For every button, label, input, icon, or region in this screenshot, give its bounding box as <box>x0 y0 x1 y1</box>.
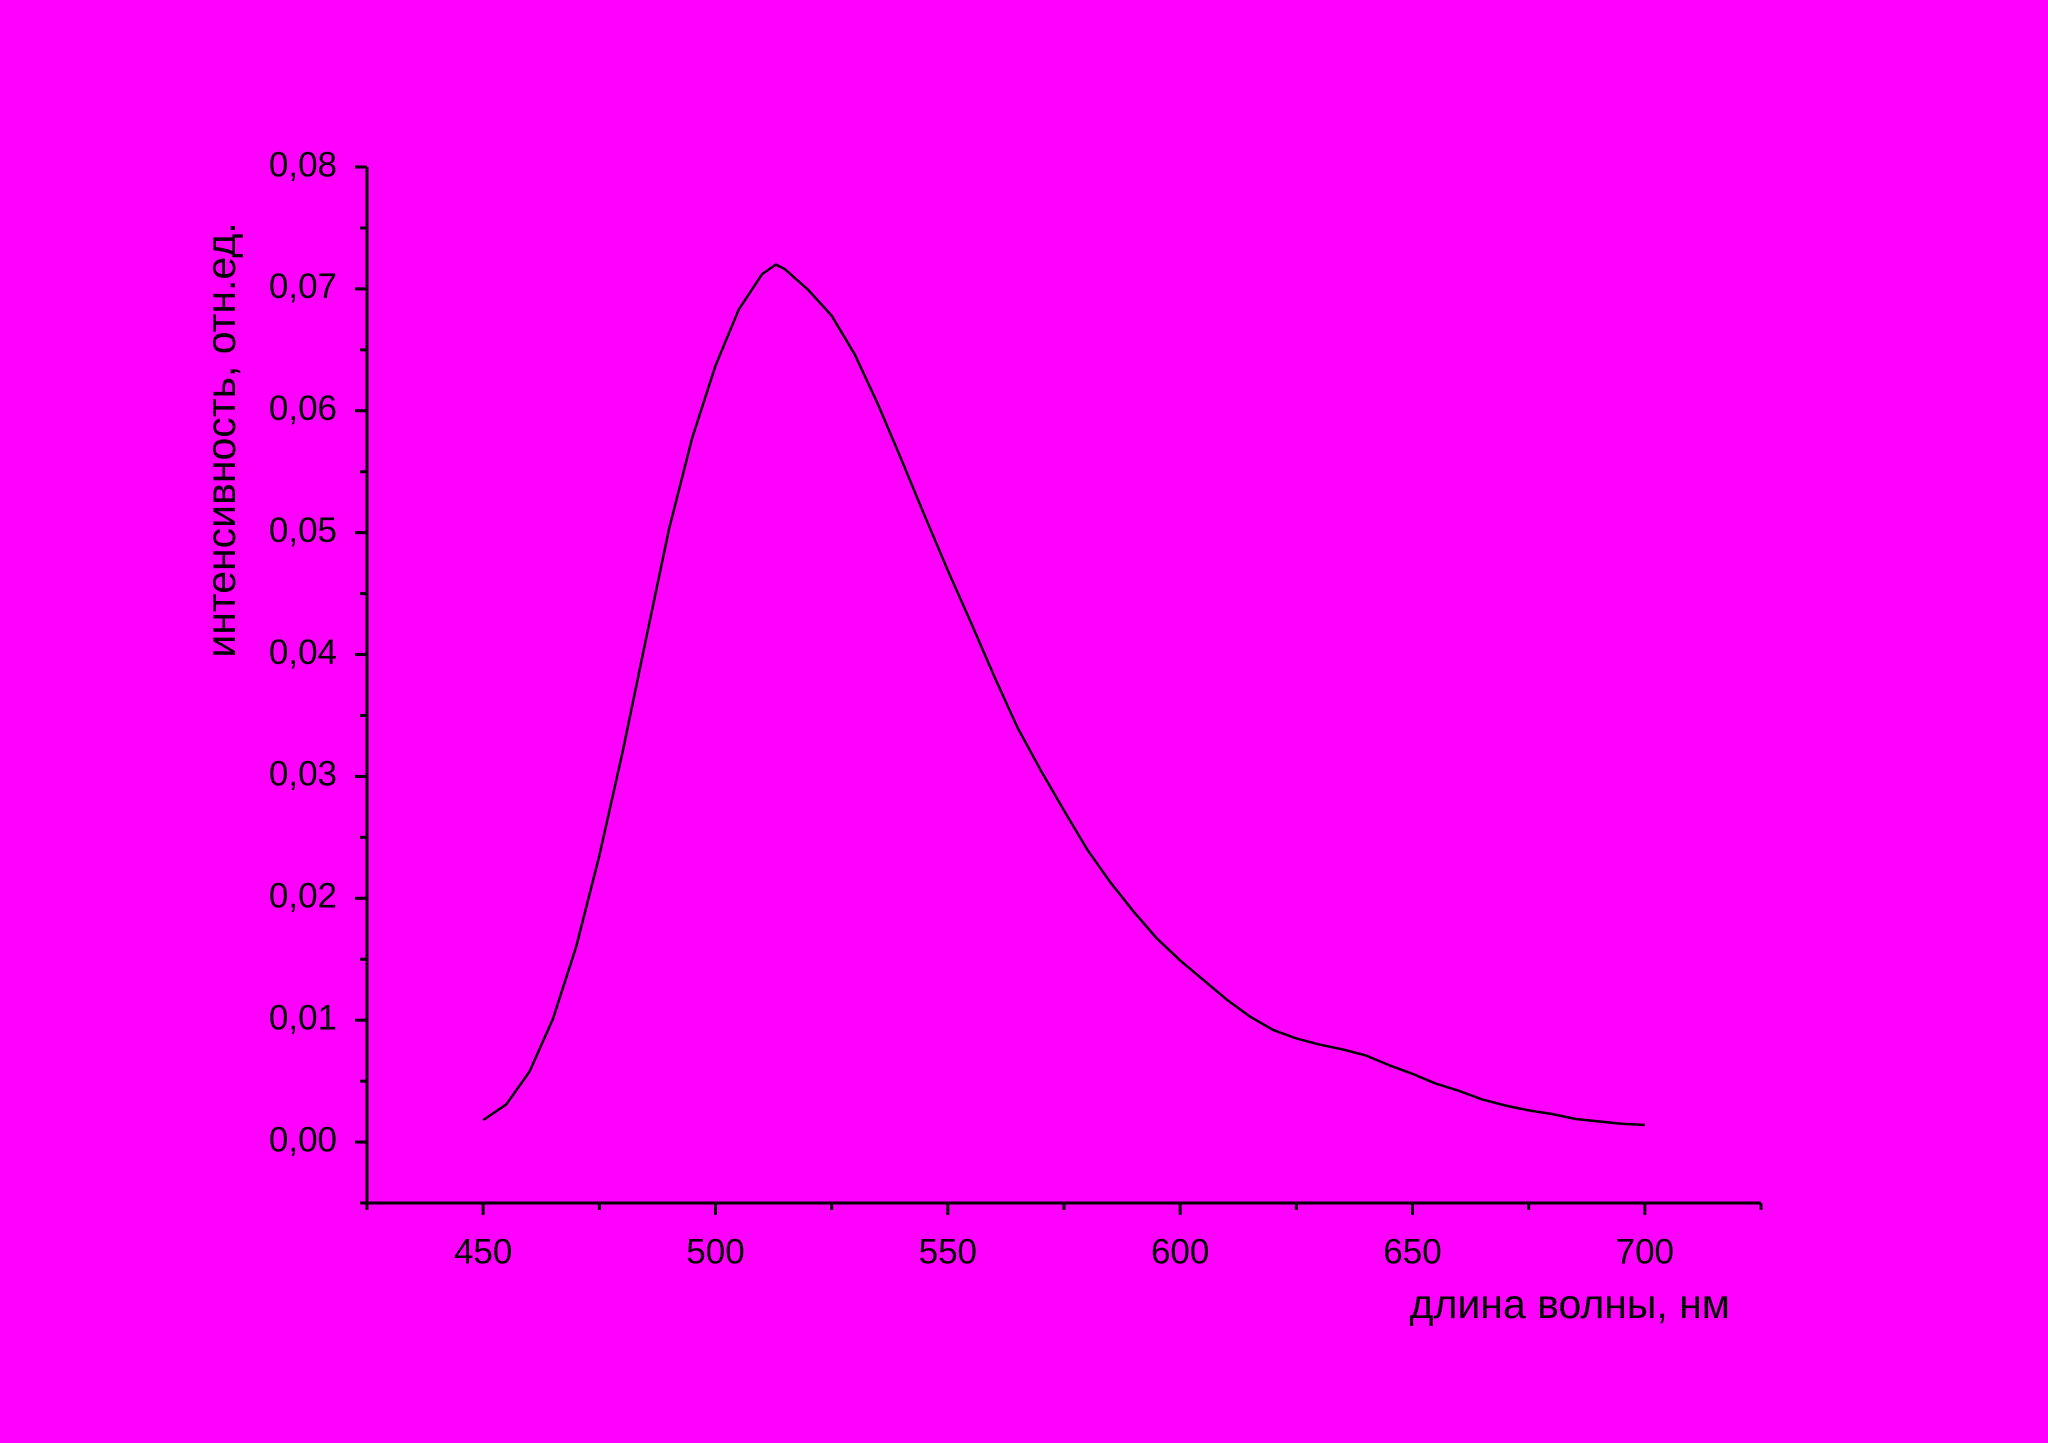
x-tick-label: 450 <box>454 1232 512 1271</box>
y-tick-label: 0,02 <box>269 877 337 916</box>
y-tick-label: 0,08 <box>269 145 337 184</box>
y-tick-label: 0,07 <box>269 267 337 306</box>
x-tick-label: 650 <box>1383 1232 1441 1271</box>
y-tick-label: 0,03 <box>269 755 337 794</box>
y-tick-label: 0,00 <box>269 1120 337 1159</box>
y-tick-label: 0,05 <box>269 511 337 550</box>
y-tick-label: 0,06 <box>269 389 337 428</box>
data-line <box>482 263 1645 1127</box>
y-tick-label: 0,04 <box>269 633 337 672</box>
x-axis-title: длина волны, нм <box>1410 1281 1730 1327</box>
y-tick-label: 0,01 <box>269 998 337 1037</box>
y-axis-title: интенсивность, отн.ед. <box>198 222 244 657</box>
x-tick-label: 500 <box>686 1232 744 1271</box>
x-tick-label: 550 <box>919 1232 977 1271</box>
x-tick-label: 600 <box>1151 1232 1209 1271</box>
x-tick-label: 700 <box>1616 1232 1674 1271</box>
